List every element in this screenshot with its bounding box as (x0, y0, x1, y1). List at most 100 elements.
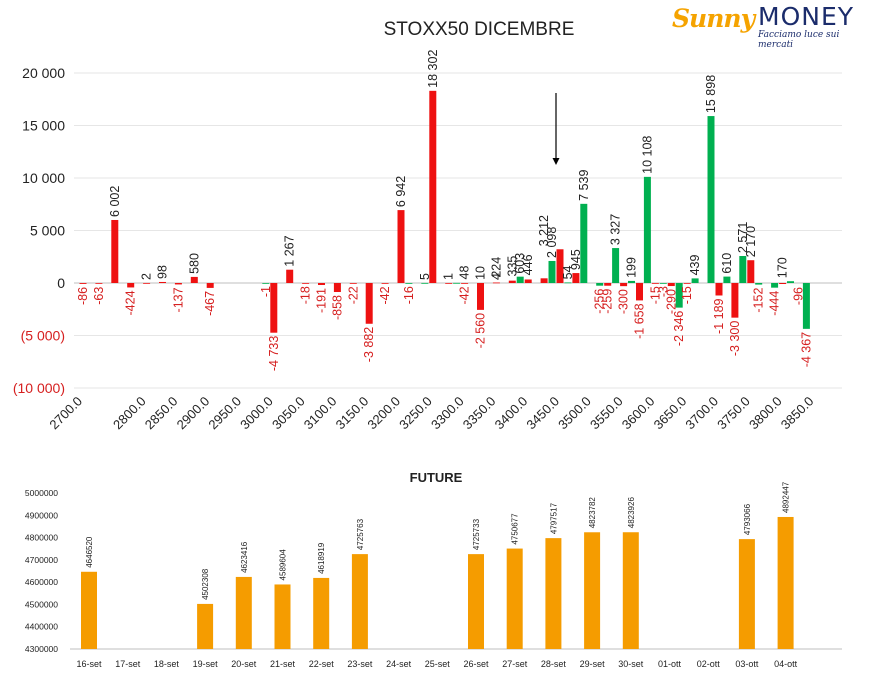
bar-value-label: -424 (124, 290, 138, 315)
green-bar (802, 283, 810, 329)
future-x-tick-label: 01-ott (658, 659, 682, 669)
red-bar (540, 278, 548, 283)
x-tick-label: 3650.0 (651, 394, 690, 433)
future-y-tick-label: 4900000 (25, 510, 58, 520)
future-x-tick-label: 16-set (76, 659, 102, 669)
bar-value-label: -4 733 (267, 336, 281, 371)
bar-value-label: -256 (593, 289, 607, 314)
y-tick-label: 5 000 (30, 223, 65, 239)
x-tick-label: 3750.0 (714, 394, 753, 433)
bar-value-label: 1 (442, 273, 456, 280)
x-tick-label: 3050.0 (269, 394, 308, 433)
bar-value-label: 439 (688, 254, 702, 275)
bar-value-label: -4 367 (799, 332, 813, 367)
bar-value-label: -3 300 (728, 321, 742, 356)
bar-value-label: -1 189 (712, 298, 726, 333)
green-bar (675, 283, 683, 308)
chart-title: STOXX50 DICEMBRE (384, 19, 575, 40)
green-bar (453, 282, 461, 284)
future-bar (506, 548, 523, 649)
future-x-tick-label: 28-set (541, 659, 567, 669)
green-bar (262, 283, 270, 284)
bar-value-label: -191 (315, 288, 329, 313)
future-bar (81, 571, 97, 649)
red-bar (159, 281, 166, 283)
bar-value-label: 2 098 (545, 227, 559, 258)
bar-value-label: -3 (656, 286, 670, 297)
bar-value-label: 4 (489, 273, 503, 280)
green-bar (405, 283, 413, 284)
red-bar (333, 283, 341, 293)
red-bar (270, 283, 278, 333)
future-bar (777, 516, 794, 649)
red-bar (683, 283, 691, 284)
bar-value-label: -259 (601, 289, 615, 314)
x-tick-label: 3800.0 (746, 394, 785, 433)
bar-value-label: -1 (259, 286, 273, 297)
logo-sunny-text: Sunny (672, 4, 755, 33)
bar-value-label: -42 (458, 286, 472, 304)
green-bar (771, 283, 779, 288)
bar-value-label: 170 (776, 257, 790, 278)
future-x-tick-label: 04-ott (774, 659, 798, 669)
red-bar (349, 283, 357, 284)
future-x-tick-label: 26-set (463, 659, 489, 669)
bar-value-label: 6 002 (108, 186, 122, 217)
future-bar (545, 538, 562, 649)
bar-value-label: -444 (768, 291, 782, 316)
bar-value-label: 224 (489, 257, 503, 278)
future-x-tick-label: 29-set (580, 659, 606, 669)
future-x-tick-label: 30-set (618, 659, 644, 669)
future-chart-title: FUTURE (410, 470, 463, 485)
y-tick-label: (5 000) (21, 328, 65, 344)
bar-value-label: 446 (521, 254, 535, 275)
red-bar (206, 283, 214, 288)
green-bar (643, 176, 651, 283)
bar-value-label: 199 (625, 257, 639, 278)
bar-value-label: 10 108 (640, 136, 654, 174)
future-bar-value-label: 4892447 (782, 481, 791, 513)
red-bar (143, 282, 151, 284)
bar-value-label: 54 (561, 265, 575, 279)
y-tick-label: 0 (57, 275, 65, 291)
red-bar (461, 283, 469, 284)
red-bar (445, 282, 453, 284)
red-bar (397, 210, 405, 283)
bar-value-label: -467 (203, 291, 217, 316)
red-bar (508, 280, 516, 283)
bar-value-label: -137 (171, 287, 185, 312)
x-tick-label: 2800.0 (110, 394, 149, 433)
bar-value-label: 5 (418, 273, 432, 280)
bar-value-label: 945 (569, 249, 583, 270)
bar-value-label: -1 658 (633, 303, 647, 338)
x-tick-label: 2900.0 (174, 394, 213, 433)
future-bar (738, 539, 755, 649)
future-bar (197, 603, 214, 649)
y-tick-label: 20 000 (22, 65, 65, 81)
green-bar (516, 276, 524, 283)
future-bar-value-label: 4623416 (240, 541, 249, 573)
red-bar (715, 283, 723, 296)
red-bar (572, 273, 580, 283)
green-bar (564, 282, 572, 284)
red-bar (190, 276, 198, 283)
red-bar (477, 283, 484, 310)
x-tick-label: 3100.0 (301, 394, 340, 433)
x-tick-label: 3150.0 (333, 394, 372, 433)
bar-value-label: -2 560 (474, 313, 488, 348)
red-bar (302, 283, 310, 284)
x-tick-label: 3450.0 (523, 394, 562, 433)
future-x-tick-label: 27-set (502, 659, 528, 669)
y-tick-label: 10 000 (22, 170, 65, 186)
future-bar (622, 532, 639, 649)
green-bar (707, 116, 715, 283)
logo-tagline: Facciamo luce sui mercati (758, 30, 840, 50)
green-bar (787, 281, 794, 283)
future-x-tick-label: 23-set (347, 659, 373, 669)
x-tick-label: 2950.0 (205, 394, 244, 433)
x-tick-label: 3400.0 (492, 394, 531, 433)
bar-value-label: -63 (92, 287, 106, 305)
bar-value-label: 2 (140, 273, 154, 280)
red-bar (667, 283, 675, 287)
future-bar (313, 577, 330, 649)
